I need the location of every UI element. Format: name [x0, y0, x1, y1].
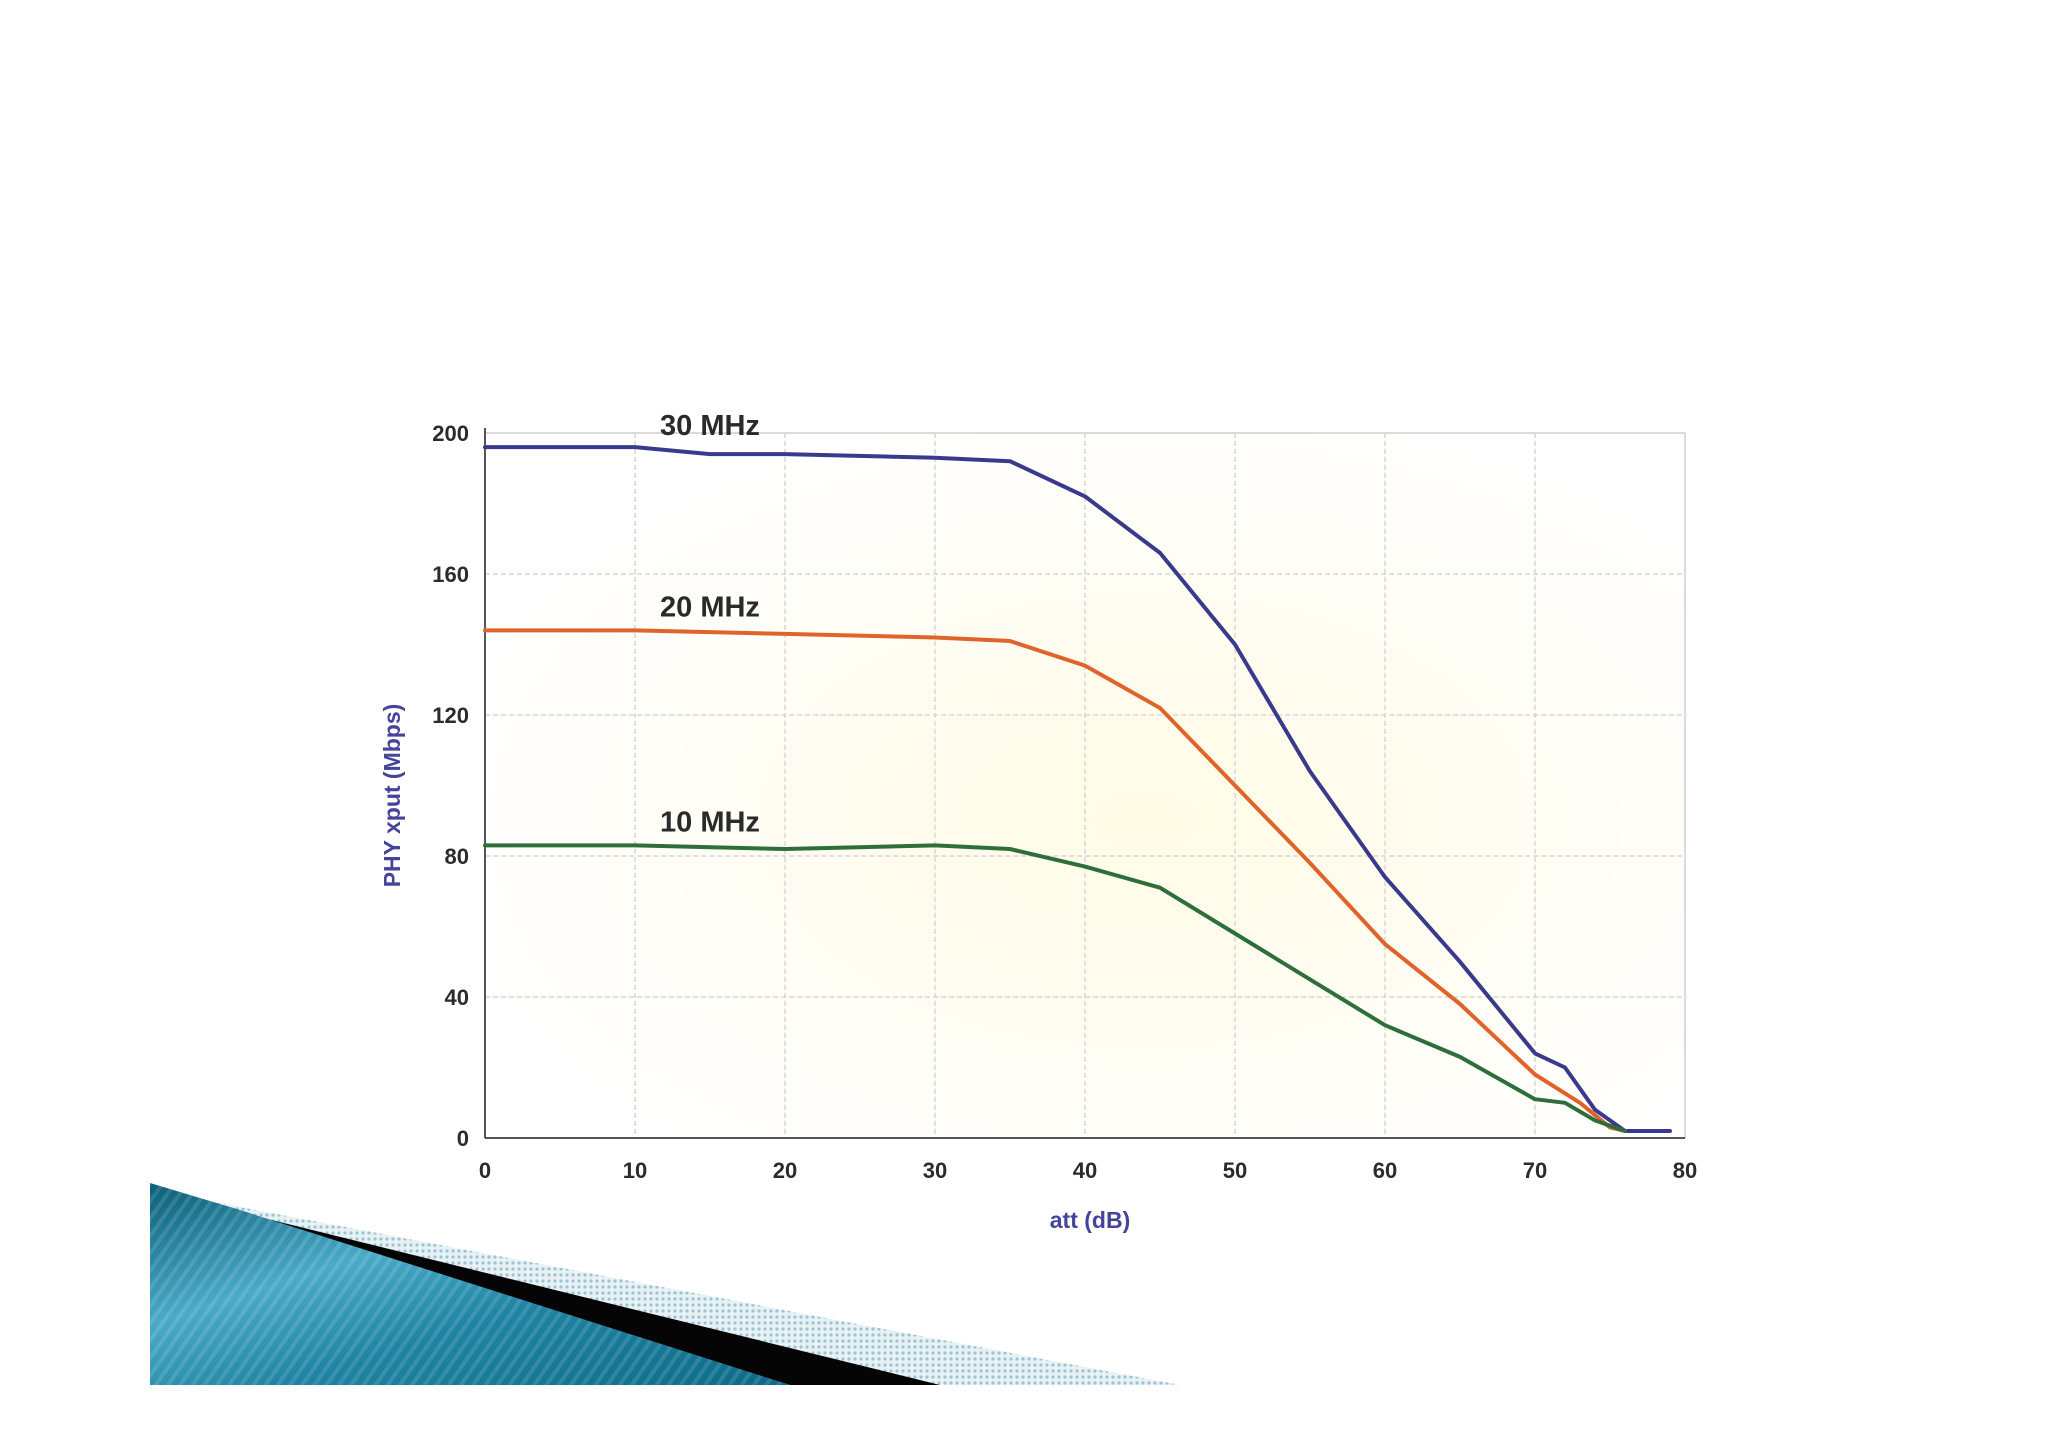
x-tick-label: 0 — [479, 1158, 491, 1183]
x-tick-label: 10 — [623, 1158, 647, 1183]
series-label-20-mhz: 20 MHz — [660, 591, 760, 623]
series-label-30-mhz: 30 MHz — [660, 410, 760, 442]
axes — [484, 428, 1685, 1139]
y-tick-labels: 0 40 80 120 160 200 — [432, 421, 469, 1151]
y-tick-label: 80 — [445, 844, 469, 869]
y-tick-label: 0 — [457, 1126, 469, 1151]
y-tick-label: 120 — [432, 703, 469, 728]
y-axis-title: PHY xput (Mbps) — [379, 704, 405, 888]
y-tick-label: 160 — [432, 562, 469, 587]
x-tick-label: 80 — [1673, 1158, 1697, 1183]
x-tick-label: 40 — [1073, 1158, 1097, 1183]
x-tick-labels: 0 10 20 30 40 50 60 70 80 — [479, 1158, 1697, 1183]
throughput-chart: 0 10 20 30 40 50 60 70 80 0 40 80 120 160 200 30 MHz 2… — [379, 410, 1697, 1233]
series-label-10-mhz: 10 MHz — [660, 806, 760, 838]
black-band — [150, 1190, 940, 1385]
y-tick-label: 200 — [432, 421, 469, 446]
dotted-band — [150, 1190, 1180, 1385]
x-axis-title: att (dB) — [1050, 1207, 1130, 1233]
series-line-30-mhz — [483, 445, 1672, 1133]
series-lines — [483, 445, 1672, 1133]
series-labels: 30 MHz 20 MHz 10 MHz — [660, 410, 760, 838]
x-tick-label: 60 — [1373, 1158, 1397, 1183]
slide-decoration — [150, 1183, 1180, 1385]
y-tick-label: 40 — [445, 985, 469, 1010]
series-line-10-mhz — [483, 843, 1627, 1133]
series-line-20-mhz — [483, 628, 1627, 1133]
teal-band-texture — [150, 1183, 790, 1385]
x-tick-label: 20 — [773, 1158, 797, 1183]
x-tick-label: 50 — [1223, 1158, 1247, 1183]
x-tick-label: 30 — [923, 1158, 947, 1183]
x-tick-label: 70 — [1523, 1158, 1547, 1183]
